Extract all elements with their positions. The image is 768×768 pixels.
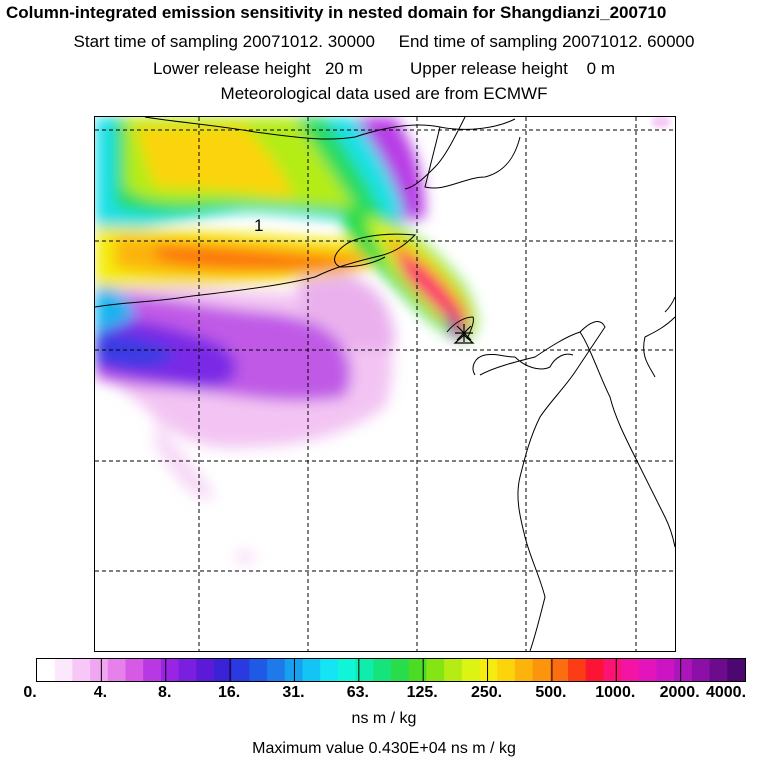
colorbar-bin xyxy=(550,659,569,681)
sensitivity-field xyxy=(95,117,675,651)
colorbar-bin xyxy=(107,659,126,681)
colorbar-tick-label: 250. xyxy=(470,684,503,701)
colorbar-bin xyxy=(727,659,745,681)
colorbar-bin xyxy=(196,659,215,681)
colorbar-bin xyxy=(709,659,728,681)
map-panel: 1 xyxy=(94,116,676,652)
map-title: Column-integrated emission sensitivity i… xyxy=(6,3,667,22)
colorbar-tick-label: 16. xyxy=(217,684,241,701)
colorbar-tick-label: 125. xyxy=(406,684,438,701)
lat-lon-grid xyxy=(95,117,675,651)
colorbar-bin xyxy=(674,659,693,681)
colorbar-bin xyxy=(90,659,109,681)
colorbar-bin xyxy=(408,659,427,681)
colorbar-tick-label: 2000. xyxy=(659,684,700,701)
colorbar-units: ns m / kg xyxy=(351,710,417,727)
release-heights: Lower release height 20 m Upper release … xyxy=(152,59,616,78)
colorbar-bin xyxy=(143,659,162,681)
coastlines xyxy=(95,117,675,651)
colorbar-tick-label: 0. xyxy=(23,684,37,701)
colorbar-bin xyxy=(214,659,233,681)
colorbar-bin xyxy=(461,659,480,681)
colorbar-bin xyxy=(585,659,604,681)
colorbar-bin xyxy=(532,659,551,681)
colorbar-bin xyxy=(337,659,357,681)
colorbar-bin xyxy=(391,659,410,681)
sampling-times: Start time of sampling 20071012. 30000 E… xyxy=(73,32,695,51)
colorbar-bin xyxy=(249,659,268,681)
colorbar-bin xyxy=(284,659,303,681)
colorbar-tick-label: 4. xyxy=(93,684,108,701)
colorbar-bin xyxy=(691,659,711,681)
colorbar-tick-label: 8. xyxy=(158,684,172,701)
colorbar-bin xyxy=(125,659,144,681)
colorbar-bin xyxy=(302,659,321,681)
plume-label: 1 xyxy=(254,216,264,235)
colorbar-bin xyxy=(514,659,534,681)
colorbar-tick-label: 4000. xyxy=(705,684,747,701)
colorbar-bin xyxy=(603,659,622,681)
met-data-source: Meteorological data used are from ECMWF xyxy=(220,84,548,103)
colorbar-bin xyxy=(37,659,56,681)
field-low xyxy=(95,117,477,563)
colorbar-tick-label: 31. xyxy=(282,684,305,701)
colorbar-bin xyxy=(373,659,392,681)
colorbar-bin xyxy=(267,659,286,681)
receptor-star-icon xyxy=(453,324,475,344)
colorbar-bin xyxy=(72,659,91,681)
colorbar-bin xyxy=(178,659,197,681)
colorbar-bin xyxy=(479,659,498,681)
colorbar-tick-label: 63. xyxy=(346,684,369,701)
colorbar-bin xyxy=(355,659,374,681)
colorbar xyxy=(36,658,746,682)
colorbar-bins xyxy=(37,659,745,681)
colorbar-bin xyxy=(568,659,587,681)
colorbar-bin xyxy=(160,659,180,681)
colorbar-bin xyxy=(426,659,445,681)
colorbar-bin xyxy=(444,659,463,681)
colorbar-bin xyxy=(231,659,250,681)
maximum-value: Maximum value 0.430E+04 ns m / kg xyxy=(252,740,516,757)
colorbar-bin xyxy=(497,659,516,681)
colorbar-bin xyxy=(54,659,73,681)
colorbar-bin xyxy=(621,659,640,681)
colorbar-bin xyxy=(638,659,657,681)
colorbar-tick-label: 1000. xyxy=(595,684,636,701)
colorbar-bin xyxy=(320,659,339,681)
colorbar-tick-label: 500. xyxy=(535,684,567,701)
colorbar-bin xyxy=(656,659,675,681)
